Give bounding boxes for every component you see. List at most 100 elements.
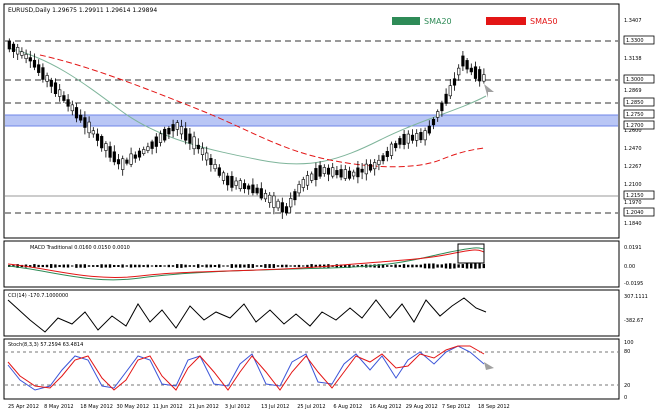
macd-label-top: 0.0191 <box>624 245 642 251</box>
macd-label-mid: 0.00 <box>624 264 635 270</box>
macd-bar <box>356 265 359 267</box>
macd-bar <box>37 264 40 268</box>
macd-bar <box>377 264 380 268</box>
macd-bar <box>373 264 376 268</box>
price-tick-label: 1.2267 <box>624 164 642 170</box>
candle-body <box>213 164 217 170</box>
candle-body <box>305 175 310 186</box>
macd-bar <box>348 264 351 268</box>
candle-body <box>196 144 200 150</box>
macd-bar <box>281 264 284 268</box>
macd-bar <box>293 265 296 267</box>
symbol-header: EURUSD,Daily 1.29675 1.29911 1.29614 1.2… <box>8 7 157 14</box>
candle-body <box>247 185 251 190</box>
date-tick-label: 29 Aug 2012 <box>406 404 438 410</box>
candle-body <box>230 175 234 188</box>
candle-body <box>381 155 385 162</box>
stoch-d-line <box>7 345 485 391</box>
macd-bar <box>407 264 410 268</box>
price-level-box <box>623 190 655 200</box>
candle-body <box>129 153 133 165</box>
date-tick-label: 7 Sep 2012 <box>442 404 471 410</box>
candle-body <box>163 128 167 141</box>
macd-bar <box>440 264 443 268</box>
candle-body <box>91 130 95 135</box>
macd-bar <box>75 264 78 268</box>
cci-label-top: 307.1111 <box>624 294 648 300</box>
macd-signal-line <box>7 247 485 281</box>
macd-bar <box>453 263 456 269</box>
date-tick-label: 25 Apr 2012 <box>8 404 39 410</box>
date-tick-label: 25 Jul 2012 <box>297 404 325 410</box>
candle-body <box>32 59 37 68</box>
stoch-panel[interactable] <box>3 338 620 400</box>
candle-body <box>209 158 213 165</box>
price-tick-label: 1.2470 <box>624 146 642 152</box>
candle-body <box>259 188 263 199</box>
date-tick-label: 21 Jun 2012 <box>189 404 219 410</box>
macd-header: MACD Traditional 0.0160 0.0150 0.0010 <box>30 245 130 251</box>
macd-highlight-box <box>457 243 485 264</box>
candle-body <box>297 184 301 194</box>
date-axis: 25 Apr 2012 8 May 2012 18 May 2012 30 May 2… <box>8 404 510 410</box>
candle-body <box>146 146 150 151</box>
macd-bar <box>163 265 166 267</box>
macd-bar <box>155 264 158 268</box>
macd-bar <box>188 265 191 267</box>
macd-bar <box>213 265 217 267</box>
candle-body <box>179 126 184 135</box>
macd-bar <box>470 263 473 269</box>
price-level-box <box>623 207 655 217</box>
macd-bar <box>167 264 170 268</box>
candle-body <box>356 167 360 178</box>
macd-bar <box>41 264 44 268</box>
candle-body <box>121 158 125 170</box>
macd-bar <box>96 265 99 267</box>
candle-body <box>385 151 389 157</box>
macd-bar <box>272 264 275 268</box>
support-zone <box>5 115 618 126</box>
stoch-header: Stoch(8,3,3) 57.2594 63.4814 <box>8 342 83 348</box>
macd-bar <box>415 264 418 268</box>
date-tick-label: 13 Jul 2012 <box>261 404 289 410</box>
candle-body <box>158 133 163 143</box>
macd-bar <box>134 264 137 268</box>
candle-body <box>268 194 272 203</box>
candle-body <box>87 121 91 134</box>
candle-body <box>226 175 230 186</box>
macd-bar <box>87 265 91 267</box>
candle-body <box>431 118 436 126</box>
sma20-swatch <box>392 17 420 25</box>
candle-body <box>137 150 142 158</box>
macd-label-bottom: -0.0195 <box>624 281 643 287</box>
stoch-label-20: 20 <box>624 383 630 389</box>
candle-body <box>41 67 45 80</box>
level-lines <box>5 40 618 214</box>
price-level-box <box>623 109 655 119</box>
candle-body <box>436 111 440 118</box>
candle-body <box>423 130 427 141</box>
candle-body <box>310 173 314 181</box>
macd-bar <box>478 263 481 269</box>
cci-panel[interactable] <box>3 289 620 337</box>
candle-body <box>339 169 343 178</box>
macd-bar <box>419 264 422 268</box>
candle-body <box>415 133 419 141</box>
candle-body <box>410 134 415 141</box>
candle-body <box>326 167 331 175</box>
candle-body <box>150 141 154 149</box>
candle-body <box>74 107 79 119</box>
price-tick-label: 1.2100 <box>624 182 642 188</box>
candle-body <box>293 191 297 201</box>
macd-bar <box>461 264 464 268</box>
macd-bar <box>29 265 32 267</box>
macd-bar <box>100 264 103 268</box>
price-level-label: 1.2750 <box>626 112 644 118</box>
candle-body <box>62 95 66 101</box>
sma20-label: SMA20 <box>424 17 452 26</box>
macd-bar <box>83 264 86 268</box>
macd-bar <box>318 264 322 268</box>
candle-body <box>116 159 121 165</box>
